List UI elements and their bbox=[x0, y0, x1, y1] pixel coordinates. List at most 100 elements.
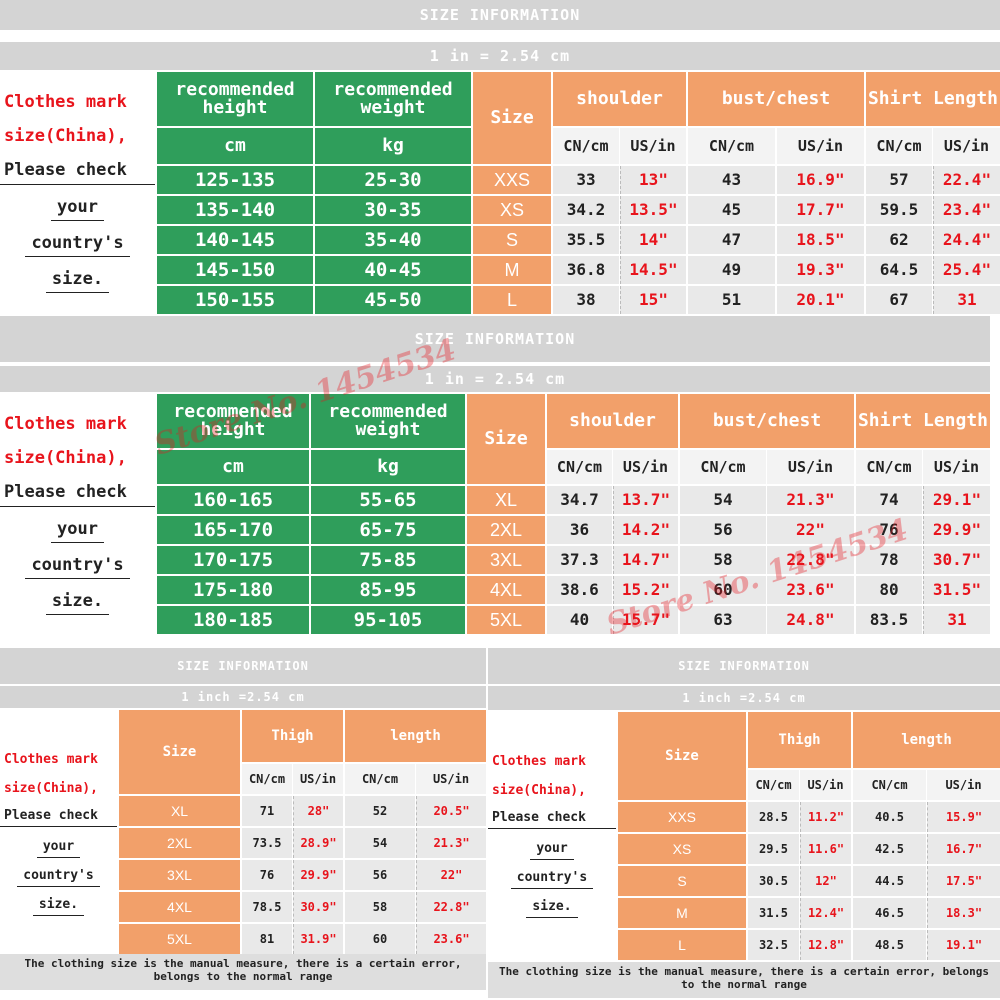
cell-length-cm: 57 bbox=[866, 166, 932, 194]
cell-height: 180-185 bbox=[157, 606, 309, 634]
header-bust: bust/chest bbox=[680, 394, 854, 448]
header-thigh: Thigh bbox=[242, 710, 343, 762]
cell-thigh-cm: 30.5 bbox=[748, 866, 799, 896]
header-bust-us: US/in bbox=[777, 128, 864, 164]
cell-shoulder-in: 15.7" bbox=[613, 606, 678, 634]
header-shoulder: shoulder bbox=[547, 394, 678, 448]
cell-thigh-cm: 73.5 bbox=[242, 828, 292, 858]
cell-length-in: 18.3" bbox=[927, 898, 1000, 928]
cell-shoulder-in: 15.2" bbox=[613, 576, 678, 604]
header-bust-cn: CN/cm bbox=[688, 128, 775, 164]
header-shoulder: shoulder bbox=[553, 72, 686, 126]
conversion-note: 1 inch =2.54 cm bbox=[682, 691, 806, 705]
cell-length-in: 25.4" bbox=[933, 256, 1000, 284]
cell-shoulder-cm: 38 bbox=[553, 286, 619, 314]
cell-length-in: 22.8" bbox=[416, 892, 486, 922]
cell-length-in: 31 bbox=[933, 286, 1000, 314]
cell-length-in: 22" bbox=[416, 860, 486, 890]
side-note: Clothes mark size(China), Please check y… bbox=[0, 392, 155, 638]
cell-length-cm: 46.5 bbox=[853, 898, 926, 928]
cell-size: 2XL bbox=[119, 828, 240, 858]
side-line-6: size. bbox=[526, 899, 578, 918]
header-weight: recommended weight bbox=[315, 72, 471, 126]
header-thigh-us: US/in bbox=[800, 770, 851, 800]
side-line-5: country's bbox=[25, 233, 130, 257]
cell-bust-in: 23.6" bbox=[767, 576, 854, 604]
side-line-4: your bbox=[51, 197, 104, 221]
cell-shoulder-in: 15" bbox=[620, 286, 686, 314]
header-size: Size bbox=[119, 710, 240, 794]
cell-shoulder-in: 14.5" bbox=[620, 256, 686, 284]
cell-length-cm: 52 bbox=[345, 796, 415, 826]
side-line-1: Clothes mark bbox=[4, 752, 98, 767]
cell-bust-cm: 54 bbox=[680, 486, 766, 514]
conversion-bar: 1 in = 2.54 cm bbox=[0, 366, 990, 392]
cell-bust-in: 20.1" bbox=[777, 286, 864, 314]
side-note: Clothes mark size(China), Please check y… bbox=[0, 70, 155, 316]
cell-bust-in: 22.8" bbox=[767, 546, 854, 574]
cell-shoulder-cm: 33 bbox=[553, 166, 619, 194]
cell-size: XXS bbox=[618, 802, 746, 832]
cell-shoulder-in: 13" bbox=[620, 166, 686, 194]
header-shoulder-cn: CN/cm bbox=[553, 128, 619, 164]
cell-length-in: 24.4" bbox=[933, 226, 1000, 254]
cell-size: XS bbox=[618, 834, 746, 864]
header-shoulder-us: US/in bbox=[613, 450, 678, 484]
cell-size: 3XL bbox=[467, 546, 545, 574]
cell-height: 175-180 bbox=[157, 576, 309, 604]
cell-shoulder-in: 14" bbox=[620, 226, 686, 254]
header-size: Size bbox=[618, 712, 746, 800]
header-cm: cm bbox=[157, 128, 313, 164]
cell-shoulder-in: 14.7" bbox=[613, 546, 678, 574]
side-line-4: your bbox=[530, 841, 574, 860]
header-kg: kg bbox=[311, 450, 465, 484]
side-line-3: Please check bbox=[0, 160, 155, 185]
header-thigh: Thigh bbox=[748, 712, 851, 768]
side-line-2: size(China), bbox=[4, 781, 98, 796]
side-line-3: Please check bbox=[0, 482, 155, 507]
header-length-cn: CN/cm bbox=[856, 450, 922, 484]
cell-weight: 75-85 bbox=[311, 546, 465, 574]
cell-size: 4XL bbox=[119, 892, 240, 922]
cell-bust-in: 19.3" bbox=[777, 256, 864, 284]
side-line-2: size(China), bbox=[4, 126, 127, 146]
cell-bust-cm: 47 bbox=[688, 226, 775, 254]
cell-length-in: 15.9" bbox=[927, 802, 1000, 832]
cell-size: 5XL bbox=[119, 924, 240, 954]
cell-length-cm: 44.5 bbox=[853, 866, 926, 896]
cell-weight: 95-105 bbox=[311, 606, 465, 634]
cell-size: XS bbox=[473, 196, 551, 224]
conversion-bar: 1 in = 2.54 cm bbox=[0, 42, 1000, 70]
cell-weight: 55-65 bbox=[311, 486, 465, 514]
header-thigh-us: US/in bbox=[293, 764, 343, 794]
measure-note: The clothing size is the manual measure,… bbox=[0, 954, 486, 990]
header-length-cn: CN/cm bbox=[853, 770, 926, 800]
cell-thigh-in: 31.9" bbox=[293, 924, 343, 954]
cell-weight: 85-95 bbox=[311, 576, 465, 604]
cell-height: 125-135 bbox=[157, 166, 313, 194]
cell-shoulder-in: 13.7" bbox=[613, 486, 678, 514]
title: SIZE INFORMATION bbox=[419, 6, 581, 24]
side-line-5: country's bbox=[510, 870, 594, 889]
measure-note: The clothing size is the manual measure,… bbox=[488, 962, 1000, 998]
cell-bust-in: 17.7" bbox=[777, 196, 864, 224]
title-bar: SIZE INFORMATION bbox=[0, 0, 1000, 30]
conversion-note: 1 in = 2.54 cm bbox=[424, 370, 566, 388]
header-bust-cn: CN/cm bbox=[680, 450, 766, 484]
cell-bust-cm: 60 bbox=[680, 576, 766, 604]
side-line-1: Clothes mark bbox=[4, 92, 127, 112]
cell-bust-cm: 51 bbox=[688, 286, 775, 314]
cell-length-cm: 78 bbox=[856, 546, 922, 574]
cell-weight: 45-50 bbox=[315, 286, 471, 314]
cell-thigh-cm: 28.5 bbox=[748, 802, 799, 832]
cell-length-cm: 59.5 bbox=[866, 196, 932, 224]
cell-thigh-cm: 76 bbox=[242, 860, 292, 890]
cell-bust-in: 21.3" bbox=[767, 486, 854, 514]
side-line-4: your bbox=[36, 839, 81, 858]
cell-length-cm: 42.5 bbox=[853, 834, 926, 864]
side-note: Clothes mark size(China), Please check y… bbox=[0, 710, 117, 954]
header-length-us: US/in bbox=[927, 770, 1000, 800]
header-shirt-length: Shirt Length bbox=[866, 72, 1000, 126]
header-length-us: US/in bbox=[933, 128, 1000, 164]
cell-bust-cm: 43 bbox=[688, 166, 775, 194]
